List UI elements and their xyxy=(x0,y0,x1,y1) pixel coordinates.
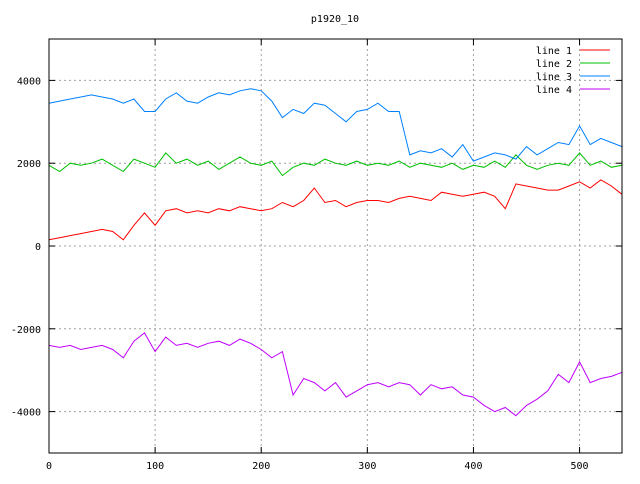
series-line-2 xyxy=(48,152,623,177)
series-line-1 xyxy=(48,179,623,241)
grid xyxy=(49,39,622,453)
x-tick-label: 0 xyxy=(46,461,52,472)
y-tick-label: -2000 xyxy=(11,325,41,336)
chart-title: p1920_10 xyxy=(311,14,359,25)
series-line-3 xyxy=(48,88,623,162)
legend-label: line 2 xyxy=(536,59,572,70)
legend-label: line 4 xyxy=(536,85,572,96)
y-tick-label: -4000 xyxy=(11,408,41,419)
y-tick-label: 4000 xyxy=(17,76,41,87)
axis-ticks: 0 100 200 300 400 500 -4000 -2000 0 2000 4000 xyxy=(11,39,622,472)
legend-label: line 1 xyxy=(536,46,572,57)
legend: line 1 line 2 line 3 line 4 xyxy=(536,46,610,96)
y-tick-label: 2000 xyxy=(17,159,41,170)
x-tick-label: 400 xyxy=(464,461,482,472)
y-tick-label: 0 xyxy=(35,242,41,253)
series-lines xyxy=(48,88,623,417)
x-tick-label: 500 xyxy=(571,461,589,472)
x-tick-label: 200 xyxy=(252,461,270,472)
series-line-4 xyxy=(48,332,623,417)
legend-label: line 3 xyxy=(536,72,572,83)
x-tick-label: 100 xyxy=(146,461,164,472)
plot-frame xyxy=(48,38,623,454)
x-tick-label: 300 xyxy=(358,461,376,472)
